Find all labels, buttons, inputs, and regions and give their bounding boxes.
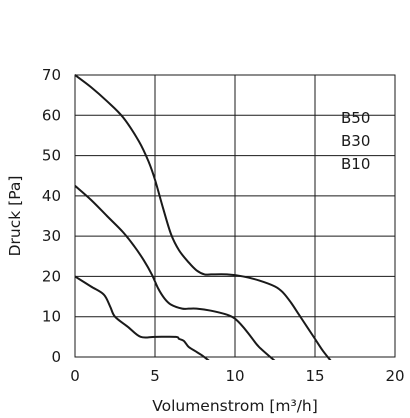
x-tick-label-4: 20 <box>385 367 404 385</box>
legend-entry-b30: B30 <box>341 132 370 150</box>
y-tick-label-4: 40 <box>42 187 61 205</box>
y-tick-label-5: 50 <box>42 147 61 165</box>
y-tick-label-0: 0 <box>51 348 61 366</box>
curve-b30 <box>75 184 276 360</box>
curve-b10 <box>75 275 210 360</box>
curve-b50 <box>75 74 332 360</box>
legend-entry-b50: B50 <box>341 109 370 127</box>
x-tick-label-1: 5 <box>150 367 160 385</box>
y-tick-label-2: 20 <box>42 267 61 285</box>
y-tick-label-7: 70 <box>42 66 61 84</box>
plot-frame <box>74 74 396 358</box>
x-tick-label-0: 0 <box>70 367 80 385</box>
legend-entry-b10: B10 <box>341 155 370 173</box>
y-tick-label-3: 30 <box>42 227 61 245</box>
x-tick-label-3: 15 <box>305 367 324 385</box>
y-axis-label: Druck [Pa] <box>6 176 24 257</box>
tick-labels: 0 5 10 15 20 0 10 20 30 40 50 60 70 <box>42 66 405 385</box>
y-tick-label-1: 10 <box>42 308 61 326</box>
curves <box>75 74 332 360</box>
x-axis-label: Volumenstrom [m³/h] <box>152 397 318 415</box>
y-tick-label-6: 60 <box>42 106 61 124</box>
x-tick-label-2: 10 <box>225 367 244 385</box>
